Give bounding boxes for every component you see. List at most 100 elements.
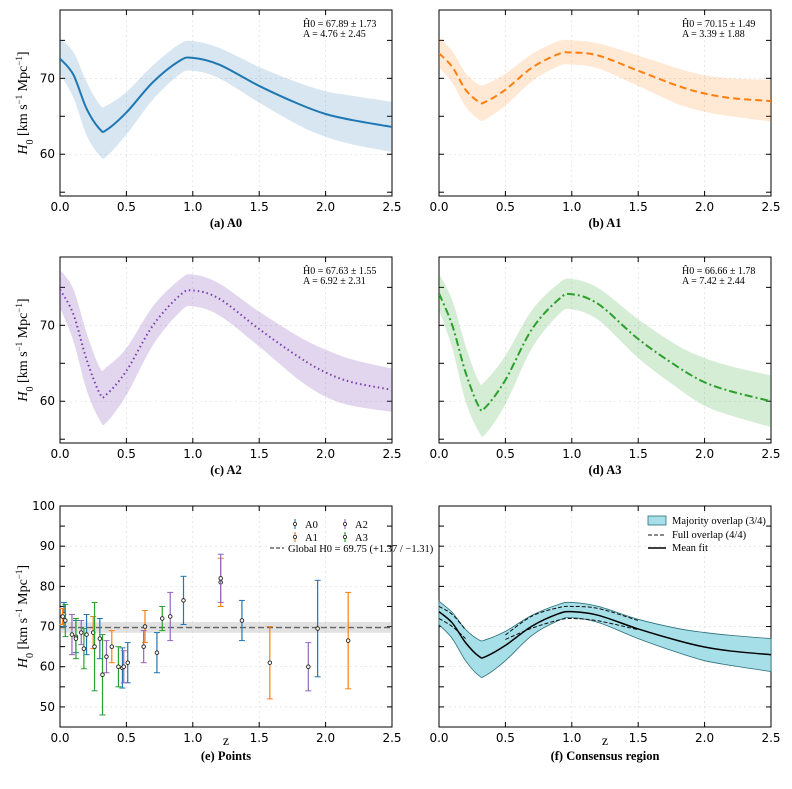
panel-caption: (a) A0 xyxy=(210,216,242,230)
mean-curve xyxy=(60,56,392,133)
mean-fit-curve xyxy=(438,610,772,659)
panel-caption: (e) Points xyxy=(201,749,251,763)
y-tick-label: 60 xyxy=(40,660,55,674)
legend-label: A0 xyxy=(305,520,318,531)
data-point xyxy=(315,626,320,631)
legend-label: A3 xyxy=(355,533,368,544)
fit-annotation: Ĥ0 = 70.15 ± 1.49 xyxy=(682,18,755,30)
full-overlap-bound xyxy=(505,605,639,636)
plot-frame xyxy=(438,256,772,444)
x-tick-label: 1.0 xyxy=(562,447,581,461)
fit-annotation: Ĥ0 = 66.66 ± 1.78 xyxy=(682,265,755,277)
data-point xyxy=(160,616,165,621)
plot-frame xyxy=(59,505,393,728)
panel-f: 0.0 0.5 1.0 1.5 2.0 2.5 Majority overlap (3/4)… xyxy=(429,505,781,763)
legend-label: Full overlap (4/4) xyxy=(672,530,747,541)
y-tick-label: 70 xyxy=(40,620,55,634)
plot-area xyxy=(60,269,392,426)
data-point xyxy=(121,664,126,669)
x-tick-label: 2.5 xyxy=(761,731,780,745)
x-tick-label: 2.0 xyxy=(695,200,714,214)
mean-curve xyxy=(60,289,392,399)
plot-area xyxy=(439,273,771,437)
panel-a: 0.0 0.5 1.0 1.5 2.0 2.5 60 70 Ĥ0 = 67.89 ± 1.73A… xyxy=(14,9,402,230)
series-A3 xyxy=(62,601,166,716)
full-overlap-bound xyxy=(505,617,639,640)
y-tick-label: 60 xyxy=(40,147,55,161)
y-tick-label: 50 xyxy=(40,700,55,714)
legend-label: Majority overlap (3/4) xyxy=(672,516,766,527)
x-tick-label: 2.5 xyxy=(382,731,401,745)
y-axis-label: H0 [km s−1 Mpc−1] xyxy=(14,298,36,402)
confidence-band xyxy=(60,269,392,426)
data-point xyxy=(84,632,89,637)
x-tick-label: 0.0 xyxy=(429,200,448,214)
x-tick-label: 0.5 xyxy=(496,447,515,461)
panel-b: 0.0 0.5 1.0 1.5 2.0 2.5 Ĥ0 = 70.15 ± 1.49A = 3… xyxy=(429,9,781,230)
y-tick-label: 60 xyxy=(40,394,55,408)
data-point xyxy=(104,654,109,659)
x-tick-label: 1.0 xyxy=(183,447,202,461)
legend-global-label: Global H0 = 69.75 (+1.37 / −1.31) xyxy=(288,544,434,555)
x-tick-label: 2.0 xyxy=(695,447,714,461)
y-tick-label: 90 xyxy=(40,539,55,553)
legend-marker-point xyxy=(342,535,347,540)
data-point xyxy=(239,618,245,623)
x-axis-label: z xyxy=(602,734,608,749)
confidence-band xyxy=(60,38,392,159)
panel-caption: (b) A1 xyxy=(589,216,622,230)
x-tick-label: 0.5 xyxy=(496,731,515,745)
data-point xyxy=(78,630,84,635)
data-point xyxy=(73,636,79,641)
fit-annotation: Ĥ0 = 67.63 ± 1.55 xyxy=(303,265,376,277)
fit-annotation: A = 3.39 ± 1.88 xyxy=(682,29,745,40)
x-tick-label: 1.0 xyxy=(562,731,581,745)
x-tick-label: 2.0 xyxy=(316,200,335,214)
data-point xyxy=(60,614,65,619)
data-point xyxy=(100,672,105,678)
x-tick-label: 1.5 xyxy=(629,447,648,461)
full-overlap-bound xyxy=(438,618,466,639)
y-tick-label: 100 xyxy=(32,499,55,513)
x-tick-label: 0.0 xyxy=(429,731,448,745)
x-tick-label: 0.5 xyxy=(496,200,515,214)
legend: Majority overlap (3/4) Full overlap (4/4)… xyxy=(647,515,766,554)
x-tick-label: 1.5 xyxy=(629,200,648,214)
data-point xyxy=(81,646,87,651)
majority-overlap-region xyxy=(438,600,772,678)
panel-c: 0.0 0.5 1.0 1.5 2.0 2.5 60 70 Ĥ0 = 67.63 ± 1.55A… xyxy=(14,256,402,477)
x-tick-label: 1.0 xyxy=(562,200,581,214)
y-tick-label: 70 xyxy=(40,71,55,85)
series-A2 xyxy=(68,553,312,692)
legend-marker-point xyxy=(292,535,297,540)
data-point xyxy=(125,660,130,665)
legend-label: A2 xyxy=(355,520,368,531)
fit-annotation: A = 4.76 ± 2.45 xyxy=(303,29,366,40)
legend-marker-point xyxy=(292,522,297,527)
plot-area xyxy=(60,38,392,159)
x-tick-label: 1.5 xyxy=(250,731,269,745)
mean-curve xyxy=(439,51,771,105)
x-tick-label: 1.5 xyxy=(629,731,648,745)
x-tick-label: 2.5 xyxy=(382,200,401,214)
data-point xyxy=(154,650,160,655)
data-point xyxy=(142,624,148,629)
x-tick-label: 0.5 xyxy=(117,731,136,745)
data-point xyxy=(69,632,75,637)
legend-marker-point xyxy=(342,522,347,527)
fit-annotation: A = 6.92 ± 2.31 xyxy=(303,276,366,287)
y-tick-label: 70 xyxy=(40,318,55,332)
plot-frame xyxy=(438,9,772,197)
x-tick-label: 1.0 xyxy=(183,200,202,214)
x-tick-label: 0.5 xyxy=(117,200,136,214)
plot-frame xyxy=(59,9,393,197)
x-tick-label: 2.0 xyxy=(316,447,335,461)
legend-majority-swatch xyxy=(647,515,667,526)
data-point xyxy=(218,576,223,581)
x-tick-label: 1.5 xyxy=(250,447,269,461)
fit-annotation: Ĥ0 = 67.89 ± 1.73 xyxy=(303,18,376,30)
mean-curve xyxy=(439,292,771,412)
x-tick-label: 0.0 xyxy=(429,447,448,461)
legend-label: A1 xyxy=(305,533,318,544)
x-axis-label: z xyxy=(223,734,229,749)
